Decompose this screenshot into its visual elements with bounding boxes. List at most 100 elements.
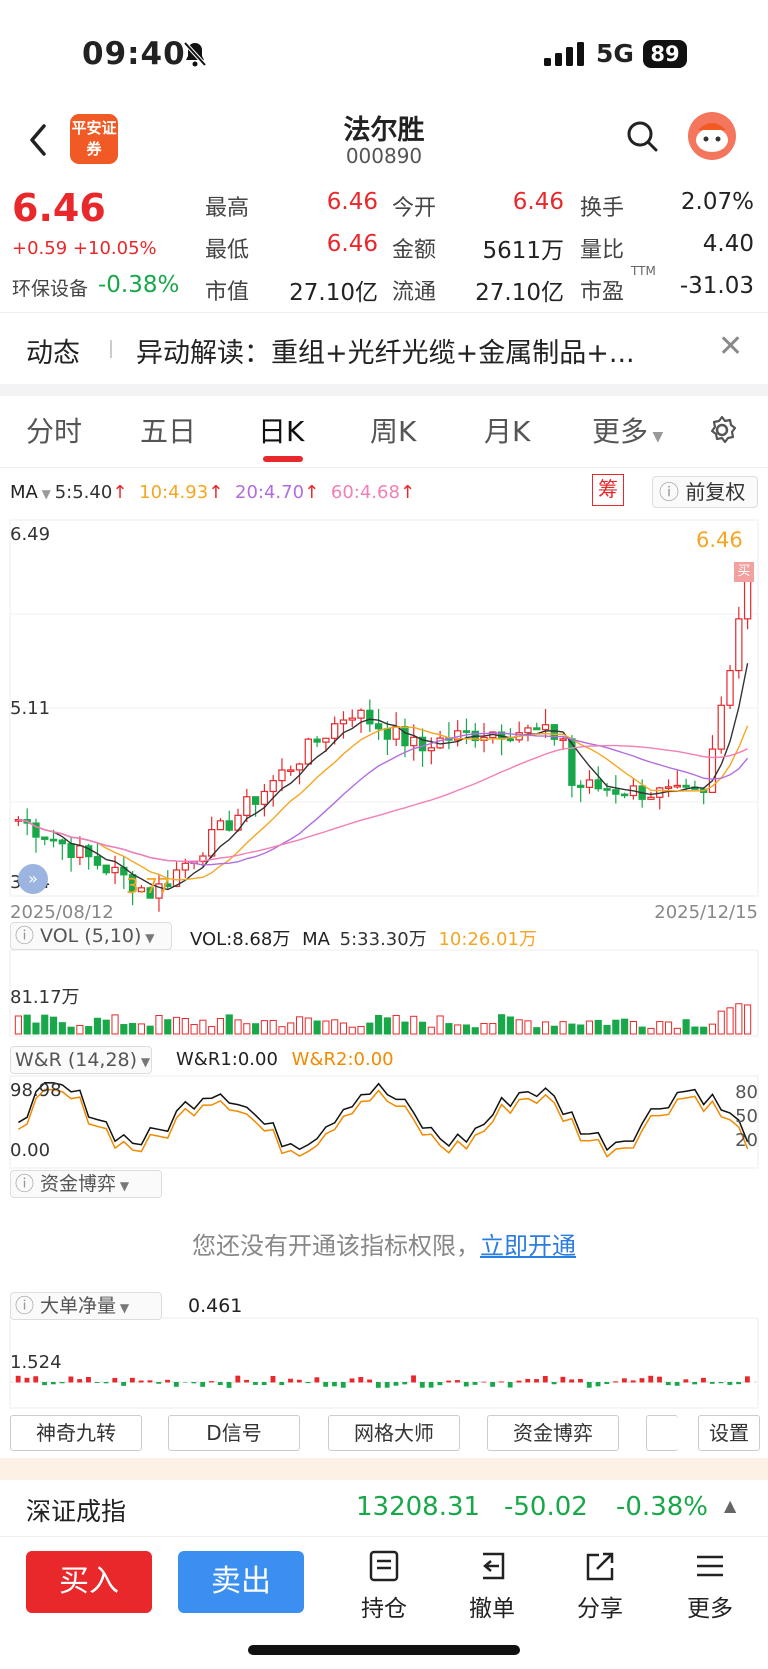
bigorder-bar: [639, 1378, 645, 1383]
kline-low-label: 3.77: [126, 874, 171, 898]
bigorder-bar: [209, 1381, 214, 1383]
vol-bar: [480, 1022, 488, 1035]
divider: [0, 384, 768, 396]
share-button[interactable]: 分享: [560, 1549, 640, 1623]
bell-muted-icon: [183, 41, 207, 67]
bigorder-bar: [542, 1376, 548, 1383]
more-button[interactable]: 更多: [670, 1549, 750, 1623]
candle: [208, 829, 216, 857]
wr1-line: [18, 1081, 749, 1152]
search-icon[interactable]: [624, 118, 660, 154]
expand-up-icon[interactable]: ▲: [724, 1496, 737, 1515]
indicator-nine-turn[interactable]: 神奇九转: [10, 1415, 142, 1451]
bigorder-bar: [393, 1382, 399, 1386]
vol-bar: [322, 1020, 330, 1035]
tab-intraday[interactable]: 分时: [26, 415, 83, 448]
close-icon[interactable]: ✕: [718, 329, 744, 364]
candle: [67, 843, 75, 858]
vol-bar: [647, 1027, 655, 1035]
back-arrow-icon[interactable]: [24, 120, 52, 160]
candle: [708, 748, 717, 793]
candle: [269, 780, 277, 793]
menu-icon: [697, 1555, 723, 1577]
news-bar[interactable]: 动态 异动解读：重组+光纤光缆+金属制品+... ✕: [0, 312, 768, 384]
bigorder-bar: [86, 1376, 91, 1383]
vol-bar: [287, 1022, 295, 1035]
high-label: 最高: [205, 196, 250, 221]
index-bar[interactable]: 深证成指 13208.31 -50.02 -0.38% ▲: [0, 1480, 768, 1536]
vol-bar: [577, 1024, 585, 1035]
date-end: 2025/12/15: [654, 902, 758, 923]
settings-button[interactable]: 设置: [698, 1415, 760, 1451]
buy-button[interactable]: 买入: [26, 1551, 152, 1613]
cancel-order-label: 撤单: [469, 1596, 515, 1622]
bigorder-bar: [340, 1382, 346, 1388]
low-label: 最低: [205, 238, 250, 263]
tab-daily-k[interactable]: 日K: [258, 415, 305, 448]
indicator-grid-master[interactable]: 网格大师: [328, 1415, 460, 1451]
wr-indicator-select[interactable]: W&R (14,28) ▼: [10, 1046, 152, 1074]
quote-panel: 6.46 +0.59 +10.05% 环保设备 -0.38% 最高 6.46 今…: [0, 176, 768, 312]
avatar[interactable]: [688, 112, 736, 160]
active-tab-indicator: [263, 456, 303, 462]
bigorder-bar: [630, 1380, 636, 1383]
indicator-d-signal[interactable]: D信号: [168, 1415, 300, 1451]
vol-bar: [172, 1016, 181, 1035]
bigorder-bar: [613, 1381, 619, 1383]
cancel-order-button[interactable]: 撤单: [452, 1549, 532, 1623]
stock-header: 平安证券 法尔胜 000890: [0, 104, 768, 176]
fund-indicator-select[interactable]: ⓘ 资金博弈 ▼: [10, 1170, 162, 1198]
bigorder-indicator-select[interactable]: ⓘ 大单净量 ▼: [10, 1292, 162, 1320]
info-icon: ⓘ: [659, 480, 686, 504]
adjust-mode-button[interactable]: ⓘ 前复权: [652, 476, 758, 508]
enable-link[interactable]: 立即开通: [480, 1232, 576, 1260]
candle: [603, 788, 611, 791]
bigorder-bar: [578, 1378, 583, 1383]
vol-bar: [673, 1027, 681, 1035]
pe-label: 市盈: [580, 280, 625, 305]
sector-label[interactable]: 环保设备: [12, 278, 89, 300]
buy-signal-tag: 买: [734, 562, 754, 582]
news-tag[interactable]: 动态: [26, 338, 80, 369]
chevron-down-icon: ▼: [141, 931, 155, 945]
chip-distribution-button[interactable]: 筹: [592, 474, 624, 506]
bigorder-bar: [94, 1382, 100, 1383]
positions-button[interactable]: 持仓: [344, 1549, 424, 1623]
candle: [673, 784, 681, 788]
tab-monthly-k[interactable]: 月K: [484, 415, 531, 448]
gear-icon[interactable]: [706, 414, 738, 446]
open-value: 6.46: [512, 189, 564, 215]
ma20-value: 20:4.70: [235, 482, 305, 503]
news-text[interactable]: 异动解读：重组+光纤光缆+金属制品+...: [136, 338, 635, 369]
bigorder-bar: [604, 1382, 610, 1384]
candle: [717, 704, 725, 750]
bigorder-bar: [191, 1382, 197, 1384]
indicator-more-partial[interactable]: [646, 1415, 678, 1451]
expand-icon[interactable]: »: [18, 864, 48, 894]
candle: [322, 737, 330, 743]
bigorder-bar: [507, 1382, 513, 1388]
tab-weekly-k[interactable]: 周K: [370, 415, 417, 448]
tab-5day[interactable]: 五日: [140, 415, 197, 448]
vol-bar: [208, 1026, 216, 1035]
network-type: 5G: [596, 39, 634, 68]
bigorder-bar: [560, 1376, 566, 1383]
candle: [32, 822, 40, 838]
sell-button[interactable]: 卖出: [178, 1551, 304, 1613]
bigorder-bar: [358, 1376, 364, 1383]
candle: [462, 730, 471, 733]
charts-svg[interactable]: [0, 516, 768, 1416]
bigorder-bar: [217, 1382, 223, 1386]
wr-lines: [18, 1081, 749, 1158]
vol-bar: [383, 1017, 391, 1035]
vol-bar: [190, 1024, 198, 1035]
candle: [251, 796, 260, 805]
candle: [418, 736, 427, 752]
vol-bar: [471, 1027, 479, 1035]
vol-indicator-select[interactable]: ⓘ VOL (5,10) ▼: [10, 922, 172, 950]
bigorder-bar: [24, 1377, 30, 1383]
tab-more[interactable]: 更多 ▼: [592, 410, 663, 450]
bigorder-bar: [68, 1376, 74, 1383]
bigorder-bar: [156, 1382, 162, 1384]
indicator-fund-game[interactable]: 资金博弈: [487, 1415, 619, 1451]
